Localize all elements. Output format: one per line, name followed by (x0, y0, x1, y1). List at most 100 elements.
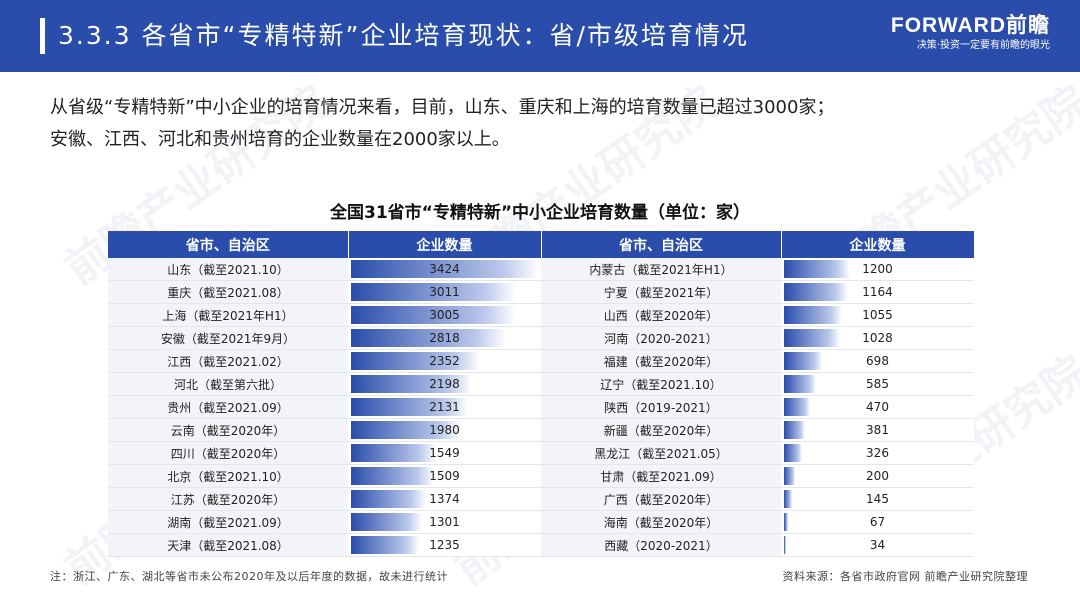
region-name-left: 云南（截至2020年） (108, 418, 348, 442)
count-cell-right: 1055 (781, 303, 974, 327)
data-label: 2198 (429, 377, 460, 391)
count-cell-left: 2198 (348, 372, 541, 396)
column-header-count-left: 企业数量 (348, 231, 542, 258)
table-row: 江苏（截至2020年） 1374 广西（截至2020年） 145 (108, 487, 974, 511)
count-cell-left: 1980 (348, 418, 541, 442)
table-row: 贵州（截至2021.09） 2131 陕西（2019-2021） 470 (108, 395, 974, 419)
region-name-left: 江苏（截至2020年） (108, 487, 348, 511)
table-body: 山东（截至2021.10） 3424 内蒙古（截至2021年H1） 1200 重庆（截至… (108, 258, 974, 557)
intro-line-1: 从省级“专精特新”中小企业的培育情况来看，目前，山东、重庆和上海的培育数量已超过… (50, 97, 835, 118)
count-cell-left: 2131 (348, 395, 541, 419)
data-bar (351, 421, 460, 439)
region-name-left: 湖南（截至2021.09） (108, 510, 348, 534)
brand-slogan: 决策·投资一定要有前瞻的眼光 (916, 40, 1050, 51)
data-bar (784, 513, 788, 531)
data-label: 145 (866, 492, 889, 506)
table-row: 重庆（截至2021.08） 3011 宁夏（截至2021年） 1164 (108, 280, 974, 304)
data-bar (351, 490, 426, 508)
data-label: 1028 (862, 331, 893, 345)
count-cell-left: 1301 (348, 510, 541, 534)
data-label: 470 (866, 400, 889, 414)
region-name-left: 贵州（截至2021.09） (108, 395, 348, 419)
data-label: 1509 (429, 469, 460, 483)
data-label: 1374 (429, 492, 460, 506)
region-name-left: 安徽（截至2021年9月） (108, 326, 348, 350)
table-row: 四川（截至2020年） 1549 黑龙江（截至2021.05） 326 (108, 441, 974, 465)
column-header-count-right: 企业数量 (781, 231, 975, 258)
count-cell-right: 381 (781, 418, 974, 442)
page-title: 3.3.3 各省市“专精特新”企业培育现状：省/市级培育情况 (58, 21, 749, 50)
count-cell-left: 3424 (348, 258, 541, 281)
data-label: 200 (866, 469, 889, 483)
region-name-left: 四川（截至2020年） (108, 441, 348, 465)
data-bar (351, 352, 480, 370)
region-name-right: 西藏（2020-2021） (541, 533, 781, 557)
data-bar (784, 306, 842, 324)
data-bar (351, 536, 419, 554)
data-bar (784, 260, 850, 278)
table-row: 河北（截至第六批） 2198 辽宁（截至2021.10） 585 (108, 372, 974, 396)
table-row: 安徽（截至2021年9月） 2818 河南（2020-2021） 1028 (108, 326, 974, 350)
data-bar (351, 444, 436, 462)
data-label: 1980 (429, 423, 460, 437)
data-bar (351, 306, 516, 324)
data-bar (784, 467, 795, 485)
table-row: 湖南（截至2021.09） 1301 海南（截至2020年） 67 (108, 510, 974, 534)
count-cell-right: 326 (781, 441, 974, 465)
count-cell-left: 2818 (348, 326, 541, 350)
count-cell-left: 1509 (348, 464, 541, 488)
region-name-right: 甘肃（截至2021.09） (541, 464, 781, 488)
data-label: 381 (866, 423, 889, 437)
count-cell-left: 1549 (348, 441, 541, 465)
count-cell-left: 3005 (348, 303, 541, 327)
brand-logo: FORWARD前瞻 决策·投资一定要有前瞻的眼光 (891, 14, 1050, 54)
data-bar (784, 375, 816, 393)
table-row: 天津（截至2021.08） 1235 西藏（2020-2021） 34 (108, 533, 974, 557)
data-label: 3011 (429, 285, 460, 299)
data-bar (351, 329, 506, 347)
data-label: 3424 (429, 262, 460, 276)
region-name-right: 黑龙江（截至2021.05） (541, 441, 781, 465)
region-name-right: 内蒙古（截至2021年H1） (541, 258, 781, 281)
footnote: 注：浙江、广东、湖北等省市未公布2020年及以后年度的数据，故未进行统计 (50, 570, 448, 583)
data-label: 1164 (862, 285, 893, 299)
data-label: 34 (869, 538, 886, 552)
chart-title: 全国31省市“专精特新”中小企业培育数量（单位：家） (329, 203, 750, 223)
header-bar: 3.3.3 各省市“专精特新”企业培育现状：省/市级培育情况 FORWARD前瞻… (0, 0, 1080, 72)
data-label: 2818 (429, 331, 460, 345)
title-accent-bar (40, 18, 45, 54)
count-cell-right: 34 (781, 533, 974, 557)
count-cell-right: 200 (781, 464, 974, 488)
region-name-right: 广西（截至2020年） (541, 487, 781, 511)
count-cell-left: 3011 (348, 280, 541, 304)
data-bar (351, 375, 472, 393)
count-cell-left: 1235 (348, 533, 541, 557)
region-name-right: 新疆（截至2020年） (541, 418, 781, 442)
table-row: 云南（截至2020年） 1980 新疆（截至2020年） 381 (108, 418, 974, 442)
region-name-left: 河北（截至第六批） (108, 372, 348, 396)
region-name-left: 重庆（截至2021.08） (108, 280, 348, 304)
count-cell-right: 67 (781, 510, 974, 534)
data-bar (351, 467, 434, 485)
data-label: 1055 (862, 308, 893, 322)
brand-name: FORWARD前瞻 (890, 14, 1050, 37)
data-label: 2352 (429, 354, 460, 368)
region-name-left: 江西（截至2021.02） (108, 349, 348, 373)
data-bar (784, 352, 822, 370)
region-name-right: 陕西（2019-2021） (541, 395, 781, 419)
data-table: 省市、自治区 企业数量 省市、自治区 企业数量 山东（截至2021.10） 342… (108, 231, 975, 557)
data-bar (351, 260, 539, 278)
table-header-row: 省市、自治区 企业数量 省市、自治区 企业数量 (108, 231, 975, 258)
data-label: 1200 (862, 262, 893, 276)
data-label: 1235 (429, 538, 460, 552)
data-bar (351, 398, 468, 416)
data-label: 698 (866, 354, 889, 368)
region-name-left: 上海（截至2021年H1） (108, 303, 348, 327)
data-label: 3005 (429, 308, 460, 322)
table-row: 上海（截至2021年H1） 3005 山西（截至2020年） 1055 (108, 303, 974, 327)
data-bar (784, 490, 792, 508)
table-row: 山东（截至2021.10） 3424 内蒙古（截至2021年H1） 1200 (108, 258, 974, 281)
data-label: 585 (866, 377, 889, 391)
count-cell-left: 1374 (348, 487, 541, 511)
region-name-left: 北京（截至2021.10） (108, 464, 348, 488)
